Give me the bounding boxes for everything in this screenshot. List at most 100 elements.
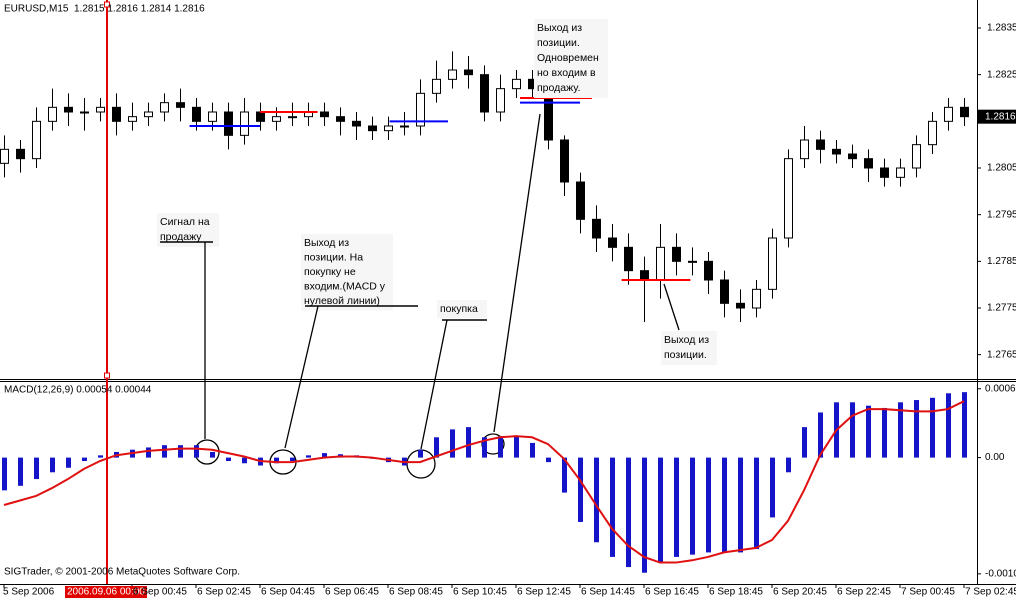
candle-body — [864, 158, 873, 169]
candle-body — [416, 92, 425, 127]
y-tick-label: 1.2765 — [987, 349, 1016, 360]
note-text: Выход из — [304, 237, 349, 249]
note-text: покупка — [440, 303, 478, 315]
histogram-bar — [322, 453, 327, 458]
candle-body — [288, 116, 297, 119]
histogram-bar — [274, 457, 279, 464]
histogram-bar — [722, 457, 727, 553]
histogram-bar — [866, 405, 871, 458]
candle-body — [736, 302, 745, 309]
histogram-bar — [466, 427, 471, 458]
candle-body — [496, 88, 505, 113]
histogram-bar — [2, 457, 7, 491]
note-text: Выход из — [537, 22, 582, 34]
x-tick-label: 6 Sep 06:45 — [325, 587, 379, 598]
candle-body — [576, 181, 585, 220]
histogram-bar — [498, 436, 503, 458]
candle-body — [16, 148, 25, 160]
note-box — [661, 331, 717, 365]
cursor-label: 2006.09.06 00:00 — [67, 587, 145, 598]
histogram-bar — [898, 402, 903, 458]
note-text: продажу. — [537, 82, 580, 94]
y-tick-label: 1.2785 — [987, 256, 1016, 267]
histogram-bar — [50, 457, 55, 473]
candle-body — [80, 111, 89, 114]
histogram-bar — [194, 445, 199, 458]
histogram-bar — [946, 393, 951, 458]
note-text: позиции. — [537, 37, 580, 49]
histogram-bar — [626, 457, 631, 568]
candle-body — [240, 111, 249, 136]
candle-body — [592, 218, 601, 239]
candle-body — [192, 106, 201, 122]
candle-body — [208, 111, 217, 122]
histogram-bar — [418, 449, 423, 458]
candle-body — [752, 288, 761, 309]
y-tick-label: 1.2805 — [987, 163, 1016, 174]
note-text: покупку не — [304, 266, 356, 278]
x-tick-label: 6 Sep 00:45 — [133, 587, 187, 598]
note-text: входим.(MACD у — [304, 280, 386, 292]
candle-body — [768, 237, 777, 290]
note-text: Одновремен — [537, 52, 599, 64]
candle-body — [560, 139, 569, 183]
histogram-bar — [514, 436, 519, 458]
candle-body — [464, 69, 473, 76]
histogram-bar — [98, 455, 103, 458]
y-tick-label: 0.00 — [985, 452, 1005, 463]
candle-body — [432, 78, 441, 94]
candle-body — [784, 158, 793, 239]
histogram-bar — [818, 412, 823, 458]
histogram-bar — [146, 447, 151, 458]
histogram-bar — [802, 427, 807, 458]
indicator-title: MACD(12,26,9) 0.00054 0.00044 — [4, 385, 152, 396]
leader-line — [420, 319, 448, 450]
cursor-handle — [104, 372, 110, 379]
note-text: Выход из — [664, 334, 709, 346]
histogram-bar — [482, 437, 487, 458]
candle-body — [448, 69, 457, 80]
candle-body — [96, 106, 105, 113]
candle-body — [112, 106, 121, 122]
candle-body — [128, 116, 137, 122]
histogram-bar — [530, 442, 535, 458]
y-tick-label: -0.00103 — [985, 568, 1016, 579]
x-tick-label: 6 Sep 20:45 — [773, 587, 827, 598]
candle-body — [512, 78, 521, 90]
x-tick-label: 6 Sep 12:45 — [517, 587, 571, 598]
x-tick-label: 6 Sep 18:45 — [709, 587, 763, 598]
last-price-label: 1.2816 — [985, 111, 1016, 122]
candle-body — [160, 102, 169, 113]
credit: SIGTrader, © 2001-2006 MetaQuotes Softwa… — [4, 567, 240, 578]
histogram-bar — [242, 457, 247, 464]
candle-body — [912, 144, 921, 169]
candle-body — [896, 167, 905, 178]
candle-body — [816, 139, 825, 150]
x-tick-label: 6 Sep 02:45 — [197, 587, 251, 598]
y-tick-label: 1.2835 — [987, 23, 1016, 34]
histogram-bar — [178, 445, 183, 458]
leader-line — [284, 305, 319, 449]
note-text: позиции. — [664, 349, 707, 361]
histogram-bar — [66, 457, 71, 468]
leader-line — [663, 283, 680, 331]
histogram-bar — [306, 455, 311, 458]
candle-body — [384, 125, 393, 132]
chart-subtitle: 1.2815 1.2816 1.2814 1.2816 — [74, 4, 205, 15]
note-text: позиции. На — [304, 251, 363, 263]
histogram-bar — [562, 457, 567, 493]
candle-body — [32, 120, 41, 160]
note-box — [301, 234, 393, 311]
note-text: продажу — [160, 231, 202, 243]
histogram-bar — [674, 457, 679, 557]
candle-body — [176, 102, 185, 108]
candle-body — [320, 111, 329, 118]
histogram-bar — [450, 429, 455, 458]
y-tick-label: 1.2795 — [987, 209, 1016, 220]
histogram-bar — [82, 457, 87, 461]
candle-body — [400, 125, 409, 128]
histogram-bar — [18, 457, 23, 486]
histogram-bar — [850, 402, 855, 458]
x-tick-label: 6 Sep 04:45 — [261, 587, 315, 598]
histogram-bar — [770, 457, 775, 518]
